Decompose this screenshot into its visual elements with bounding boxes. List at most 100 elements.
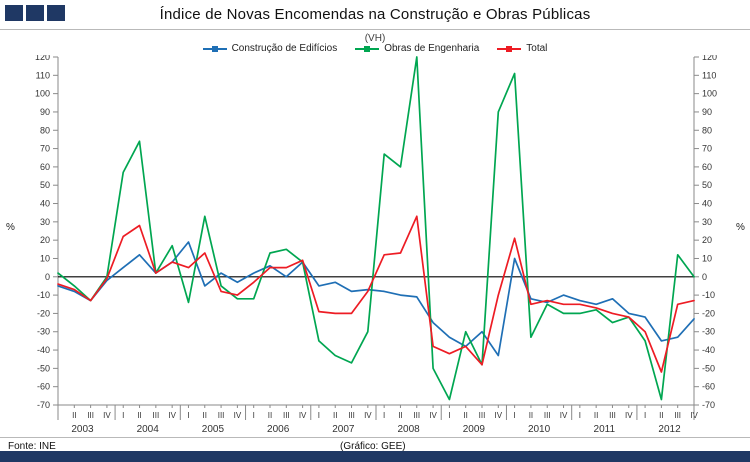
svg-text:-60: -60	[702, 382, 715, 392]
svg-text:-40: -40	[702, 345, 715, 355]
svg-text:II: II	[268, 411, 272, 420]
svg-text:IV: IV	[299, 411, 307, 420]
logo-square-icon	[5, 5, 23, 21]
svg-text:2009: 2009	[463, 424, 486, 435]
svg-text:II: II	[333, 411, 337, 420]
svg-text:I: I	[383, 411, 385, 420]
svg-text:III: III	[283, 411, 290, 420]
svg-text:110: 110	[702, 70, 716, 80]
svg-text:II: II	[203, 411, 207, 420]
svg-text:70: 70	[40, 144, 50, 154]
svg-text:60: 60	[702, 162, 712, 172]
chart-subtitle: (VH)	[364, 33, 386, 44]
svg-text:120: 120	[35, 55, 50, 62]
svg-text:90: 90	[702, 107, 712, 117]
source-note: Fonte: INE	[8, 441, 56, 452]
svg-text:I: I	[318, 411, 320, 420]
svg-text:IV: IV	[429, 411, 437, 420]
logo-square-icon	[26, 5, 44, 21]
svg-text:-60: -60	[37, 382, 50, 392]
svg-text:0: 0	[45, 272, 50, 282]
svg-text:II: II	[529, 411, 533, 420]
svg-text:II: II	[463, 411, 467, 420]
legend-label: Obras de Engenharia	[384, 43, 480, 54]
svg-text:70: 70	[702, 144, 712, 154]
svg-text:120: 120	[702, 55, 717, 62]
svg-text:I: I	[187, 411, 189, 420]
svg-text:III: III	[674, 411, 681, 420]
svg-text:2006: 2006	[267, 424, 290, 435]
legend-entry: Total	[497, 43, 547, 54]
svg-text:40: 40	[702, 199, 712, 209]
svg-text:III: III	[87, 411, 94, 420]
svg-text:30: 30	[702, 217, 712, 227]
line-chart: -70 -70 -60 -60 -50 -50 -40 -40 -30 -30 -20 -20 -10 -…	[35, 55, 717, 435]
svg-text:2007: 2007	[332, 424, 355, 435]
svg-text:2008: 2008	[397, 424, 420, 435]
logo-squares	[5, 5, 65, 21]
svg-text:III: III	[479, 411, 486, 420]
legend-line-icon	[355, 45, 380, 52]
bottom-bar	[0, 451, 750, 462]
svg-text:IV: IV	[103, 411, 111, 420]
svg-text:II: II	[137, 411, 141, 420]
svg-text:-20: -20	[37, 308, 50, 318]
svg-text:III: III	[544, 411, 551, 420]
svg-text:III: III	[218, 411, 225, 420]
svg-text:I: I	[448, 411, 450, 420]
svg-text:110: 110	[36, 70, 50, 80]
graphic-credit: (Gráfico: GEE)	[340, 441, 406, 452]
svg-text:I: I	[644, 411, 646, 420]
svg-text:-10: -10	[37, 290, 50, 300]
svg-text:II: II	[398, 411, 402, 420]
svg-text:2011: 2011	[594, 424, 616, 435]
svg-text:-50: -50	[702, 363, 715, 373]
svg-text:50: 50	[702, 180, 712, 190]
svg-text:80: 80	[40, 125, 50, 135]
svg-text:-10: -10	[702, 290, 715, 300]
y-axis-label-right: %	[736, 222, 745, 233]
svg-text:2003: 2003	[71, 424, 94, 435]
svg-text:100: 100	[35, 89, 50, 99]
footer-divider	[0, 437, 750, 438]
svg-text:IV: IV	[168, 411, 176, 420]
legend-line-icon	[497, 45, 522, 52]
svg-text:IV: IV	[495, 411, 503, 420]
svg-text:IV: IV	[560, 411, 568, 420]
svg-text:-70: -70	[37, 400, 50, 410]
y-axis-label-left: %	[6, 222, 15, 233]
svg-text:II: II	[659, 411, 663, 420]
svg-text:10: 10	[702, 253, 712, 263]
svg-text:I: I	[253, 411, 255, 420]
svg-text:20: 20	[702, 235, 712, 245]
chart-legend: Construção de Edifícios Obras de Engenhar…	[0, 43, 750, 54]
legend-entry: Construção de Edifícios	[202, 43, 337, 54]
legend-line-icon	[202, 45, 227, 52]
svg-text:100: 100	[702, 89, 717, 99]
svg-text:-30: -30	[702, 327, 715, 337]
svg-text:III: III	[153, 411, 160, 420]
legend-label: Total	[526, 43, 548, 54]
svg-text:2004: 2004	[137, 424, 160, 435]
svg-text:I: I	[122, 411, 124, 420]
svg-text:IV: IV	[625, 411, 633, 420]
svg-text:-30: -30	[37, 327, 50, 337]
svg-text:40: 40	[40, 199, 50, 209]
svg-text:10: 10	[40, 253, 50, 263]
svg-text:-20: -20	[702, 308, 715, 318]
svg-text:I: I	[579, 411, 581, 420]
svg-text:II: II	[72, 411, 76, 420]
svg-text:II: II	[594, 411, 598, 420]
svg-text:2005: 2005	[202, 424, 225, 435]
svg-text:20: 20	[40, 235, 50, 245]
svg-text:-50: -50	[37, 363, 50, 373]
svg-text:-40: -40	[37, 345, 50, 355]
svg-text:IV: IV	[364, 411, 372, 420]
legend-entry: Obras de Engenharia	[355, 43, 479, 54]
svg-text:III: III	[413, 411, 420, 420]
logo-square-icon	[47, 5, 65, 21]
chart-title: Índice de Novas Encomendas na Construção…	[159, 6, 591, 23]
svg-text:-70: -70	[702, 400, 715, 410]
svg-text:0: 0	[702, 272, 707, 282]
